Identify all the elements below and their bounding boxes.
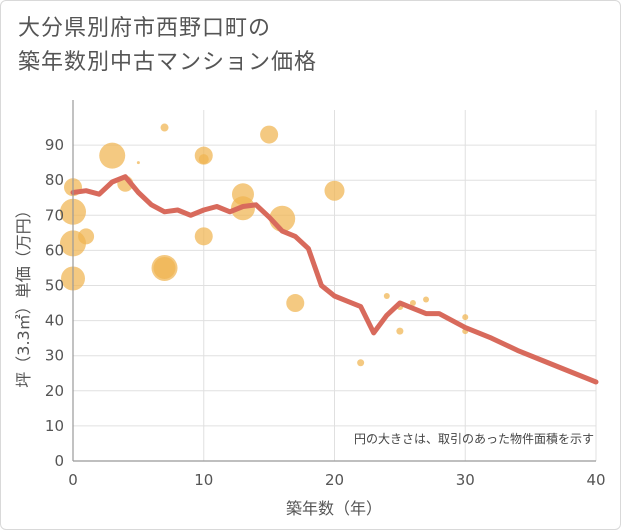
y-axis-label: 坪（3.3㎡）単価（万円）	[14, 202, 33, 387]
data-bubble	[136, 161, 140, 165]
chart-title-line-1: 大分県別府市西野口町の	[18, 16, 272, 41]
y-tick-label: 0	[54, 452, 64, 470]
tick-labels: 0 10 20 30 40 50 60 70 80 90 0 10 20 30 40	[45, 136, 606, 489]
y-tick-label: 20	[45, 382, 64, 400]
data-bubble	[99, 142, 126, 169]
y-tick-label: 30	[45, 347, 64, 365]
y-tick-label: 90	[45, 136, 64, 154]
data-bubble	[357, 359, 365, 367]
x-tick-label: 0	[68, 471, 78, 489]
data-bubble	[160, 123, 169, 132]
data-bubble	[78, 228, 95, 245]
data-bubble	[286, 294, 305, 313]
data-bubble	[423, 296, 430, 303]
y-tick-label: 70	[45, 206, 64, 224]
data-bubble	[383, 293, 390, 300]
y-tick-label: 10	[45, 417, 64, 435]
x-axis-label: 築年数（年）	[286, 499, 382, 518]
y-tick-label: 80	[45, 171, 64, 189]
x-tick-label: 10	[194, 471, 213, 489]
data-bubble	[462, 314, 469, 321]
x-tick-label: 20	[325, 471, 344, 489]
data-bubble	[194, 227, 213, 246]
chart-title: 大分県別府市西野口町の 築年数別中古マンション価格	[18, 12, 317, 80]
data-bubble	[409, 300, 416, 307]
data-bubble	[153, 256, 176, 279]
trend-line	[70, 174, 599, 385]
bubble-size-note: 円の大きさは、取引のあった物件面積を示す	[354, 431, 594, 446]
y-tick-label: 60	[45, 241, 64, 259]
y-tick-label: 50	[45, 277, 64, 295]
scatter-bubbles	[60, 123, 469, 367]
data-bubble	[198, 154, 209, 165]
x-tick-label: 40	[586, 471, 605, 489]
grid-lines	[73, 110, 597, 461]
data-bubble	[324, 180, 345, 201]
data-bubble	[260, 125, 279, 144]
data-bubble	[396, 327, 404, 335]
chart-title-line-2: 築年数別中古マンション価格	[18, 50, 318, 75]
x-tick-label: 30	[456, 471, 475, 489]
axes	[72, 100, 596, 462]
y-tick-label: 40	[45, 312, 64, 330]
